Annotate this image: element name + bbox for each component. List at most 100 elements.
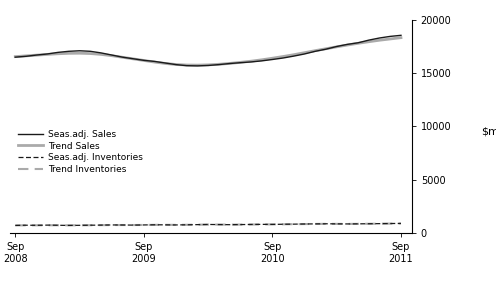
Seas.adj. Sales (141, 59, 147, 62)
Seas.adj. Inventories (45, 224, 51, 227)
Seas.adj. Inventories (269, 223, 275, 226)
Seas.adj. Sales (120, 55, 125, 59)
Seas.adj. Inventories (344, 222, 350, 225)
Seas.adj. Inventories (291, 222, 297, 226)
Trend Inventories (141, 223, 147, 227)
Trend Inventories (280, 223, 286, 226)
Seas.adj. Inventories (55, 224, 61, 227)
Seas.adj. Sales (130, 57, 136, 60)
Trend Inventories (366, 222, 372, 225)
Trend Inventories (120, 223, 125, 227)
Trend Sales (152, 60, 158, 64)
Seas.adj. Sales (323, 47, 329, 51)
Trend Sales (141, 59, 147, 62)
Seas.adj. Inventories (259, 223, 265, 226)
Trend Sales (45, 53, 51, 56)
Seas.adj. Inventories (237, 223, 243, 226)
Trend Sales (173, 63, 179, 66)
Trend Inventories (355, 222, 361, 225)
Trend Inventories (259, 223, 265, 226)
Seas.adj. Sales (269, 58, 275, 61)
Seas.adj. Sales (280, 56, 286, 60)
Trend Sales (109, 54, 115, 57)
Trend Sales (280, 55, 286, 58)
Trend Inventories (269, 223, 275, 226)
Trend Inventories (87, 224, 93, 227)
Trend Inventories (344, 222, 350, 225)
Trend Inventories (45, 224, 51, 227)
Seas.adj. Sales (23, 55, 29, 58)
Seas.adj. Inventories (205, 223, 211, 226)
Seas.adj. Inventories (398, 222, 404, 225)
Trend Inventories (109, 223, 115, 227)
Seas.adj. Inventories (355, 222, 361, 225)
Trend Inventories (55, 224, 61, 227)
Trend Inventories (312, 222, 318, 226)
Trend Sales (194, 63, 200, 67)
Seas.adj. Sales (194, 64, 200, 68)
Seas.adj. Sales (87, 50, 93, 53)
Seas.adj. Sales (259, 59, 265, 62)
Trend Sales (227, 62, 233, 65)
Line: Trend Sales: Trend Sales (15, 38, 401, 65)
Seas.adj. Sales (66, 50, 72, 53)
Trend Inventories (34, 224, 40, 227)
Trend Sales (355, 41, 361, 45)
Trend Sales (334, 45, 340, 49)
Seas.adj. Sales (312, 50, 318, 53)
Seas.adj. Sales (109, 53, 115, 57)
Trend Inventories (291, 222, 297, 226)
Trend Inventories (194, 223, 200, 226)
Seas.adj. Inventories (120, 223, 125, 227)
Trend Sales (269, 57, 275, 60)
Line: Seas.adj. Sales: Seas.adj. Sales (15, 35, 401, 66)
Trend Inventories (23, 224, 29, 227)
Seas.adj. Sales (55, 51, 61, 54)
Trend Sales (76, 51, 82, 55)
Trend Sales (34, 53, 40, 57)
Seas.adj. Inventories (173, 223, 179, 227)
Seas.adj. Sales (387, 35, 393, 38)
Seas.adj. Inventories (162, 223, 168, 227)
Trend Sales (344, 43, 350, 47)
Trend Inventories (98, 224, 104, 227)
Trend Inventories (387, 222, 393, 225)
Seas.adj. Sales (45, 52, 51, 56)
Trend Sales (184, 63, 189, 67)
Trend Inventories (398, 222, 404, 225)
Trend Inventories (173, 223, 179, 227)
Seas.adj. Inventories (23, 224, 29, 227)
Trend Sales (387, 37, 393, 41)
Seas.adj. Inventories (227, 223, 233, 226)
Seas.adj. Sales (366, 38, 372, 42)
Seas.adj. Inventories (312, 222, 318, 225)
Trend Inventories (302, 222, 308, 226)
Trend Sales (291, 53, 297, 57)
Seas.adj. Inventories (66, 224, 72, 227)
Seas.adj. Inventories (302, 222, 308, 226)
Seas.adj. Inventories (98, 224, 104, 227)
Trend Sales (323, 47, 329, 51)
Seas.adj. Inventories (152, 223, 158, 227)
Seas.adj. Sales (227, 62, 233, 65)
Seas.adj. Inventories (87, 224, 93, 227)
Seas.adj. Inventories (109, 223, 115, 227)
Trend Sales (130, 57, 136, 60)
Seas.adj. Inventories (76, 224, 82, 227)
Trend Sales (66, 52, 72, 55)
Trend Sales (398, 36, 404, 39)
Seas.adj. Sales (184, 64, 189, 67)
Seas.adj. Inventories (34, 224, 40, 227)
Seas.adj. Inventories (184, 223, 189, 227)
Trend Sales (216, 62, 222, 66)
Seas.adj. Sales (173, 63, 179, 66)
Trend Inventories (323, 222, 329, 225)
Seas.adj. Sales (398, 34, 404, 37)
Trend Sales (302, 51, 308, 54)
Trend Inventories (76, 224, 82, 227)
Seas.adj. Sales (12, 55, 18, 59)
Seas.adj. Sales (152, 60, 158, 63)
Seas.adj. Sales (376, 36, 382, 40)
Trend Inventories (184, 223, 189, 227)
Seas.adj. Sales (291, 55, 297, 58)
